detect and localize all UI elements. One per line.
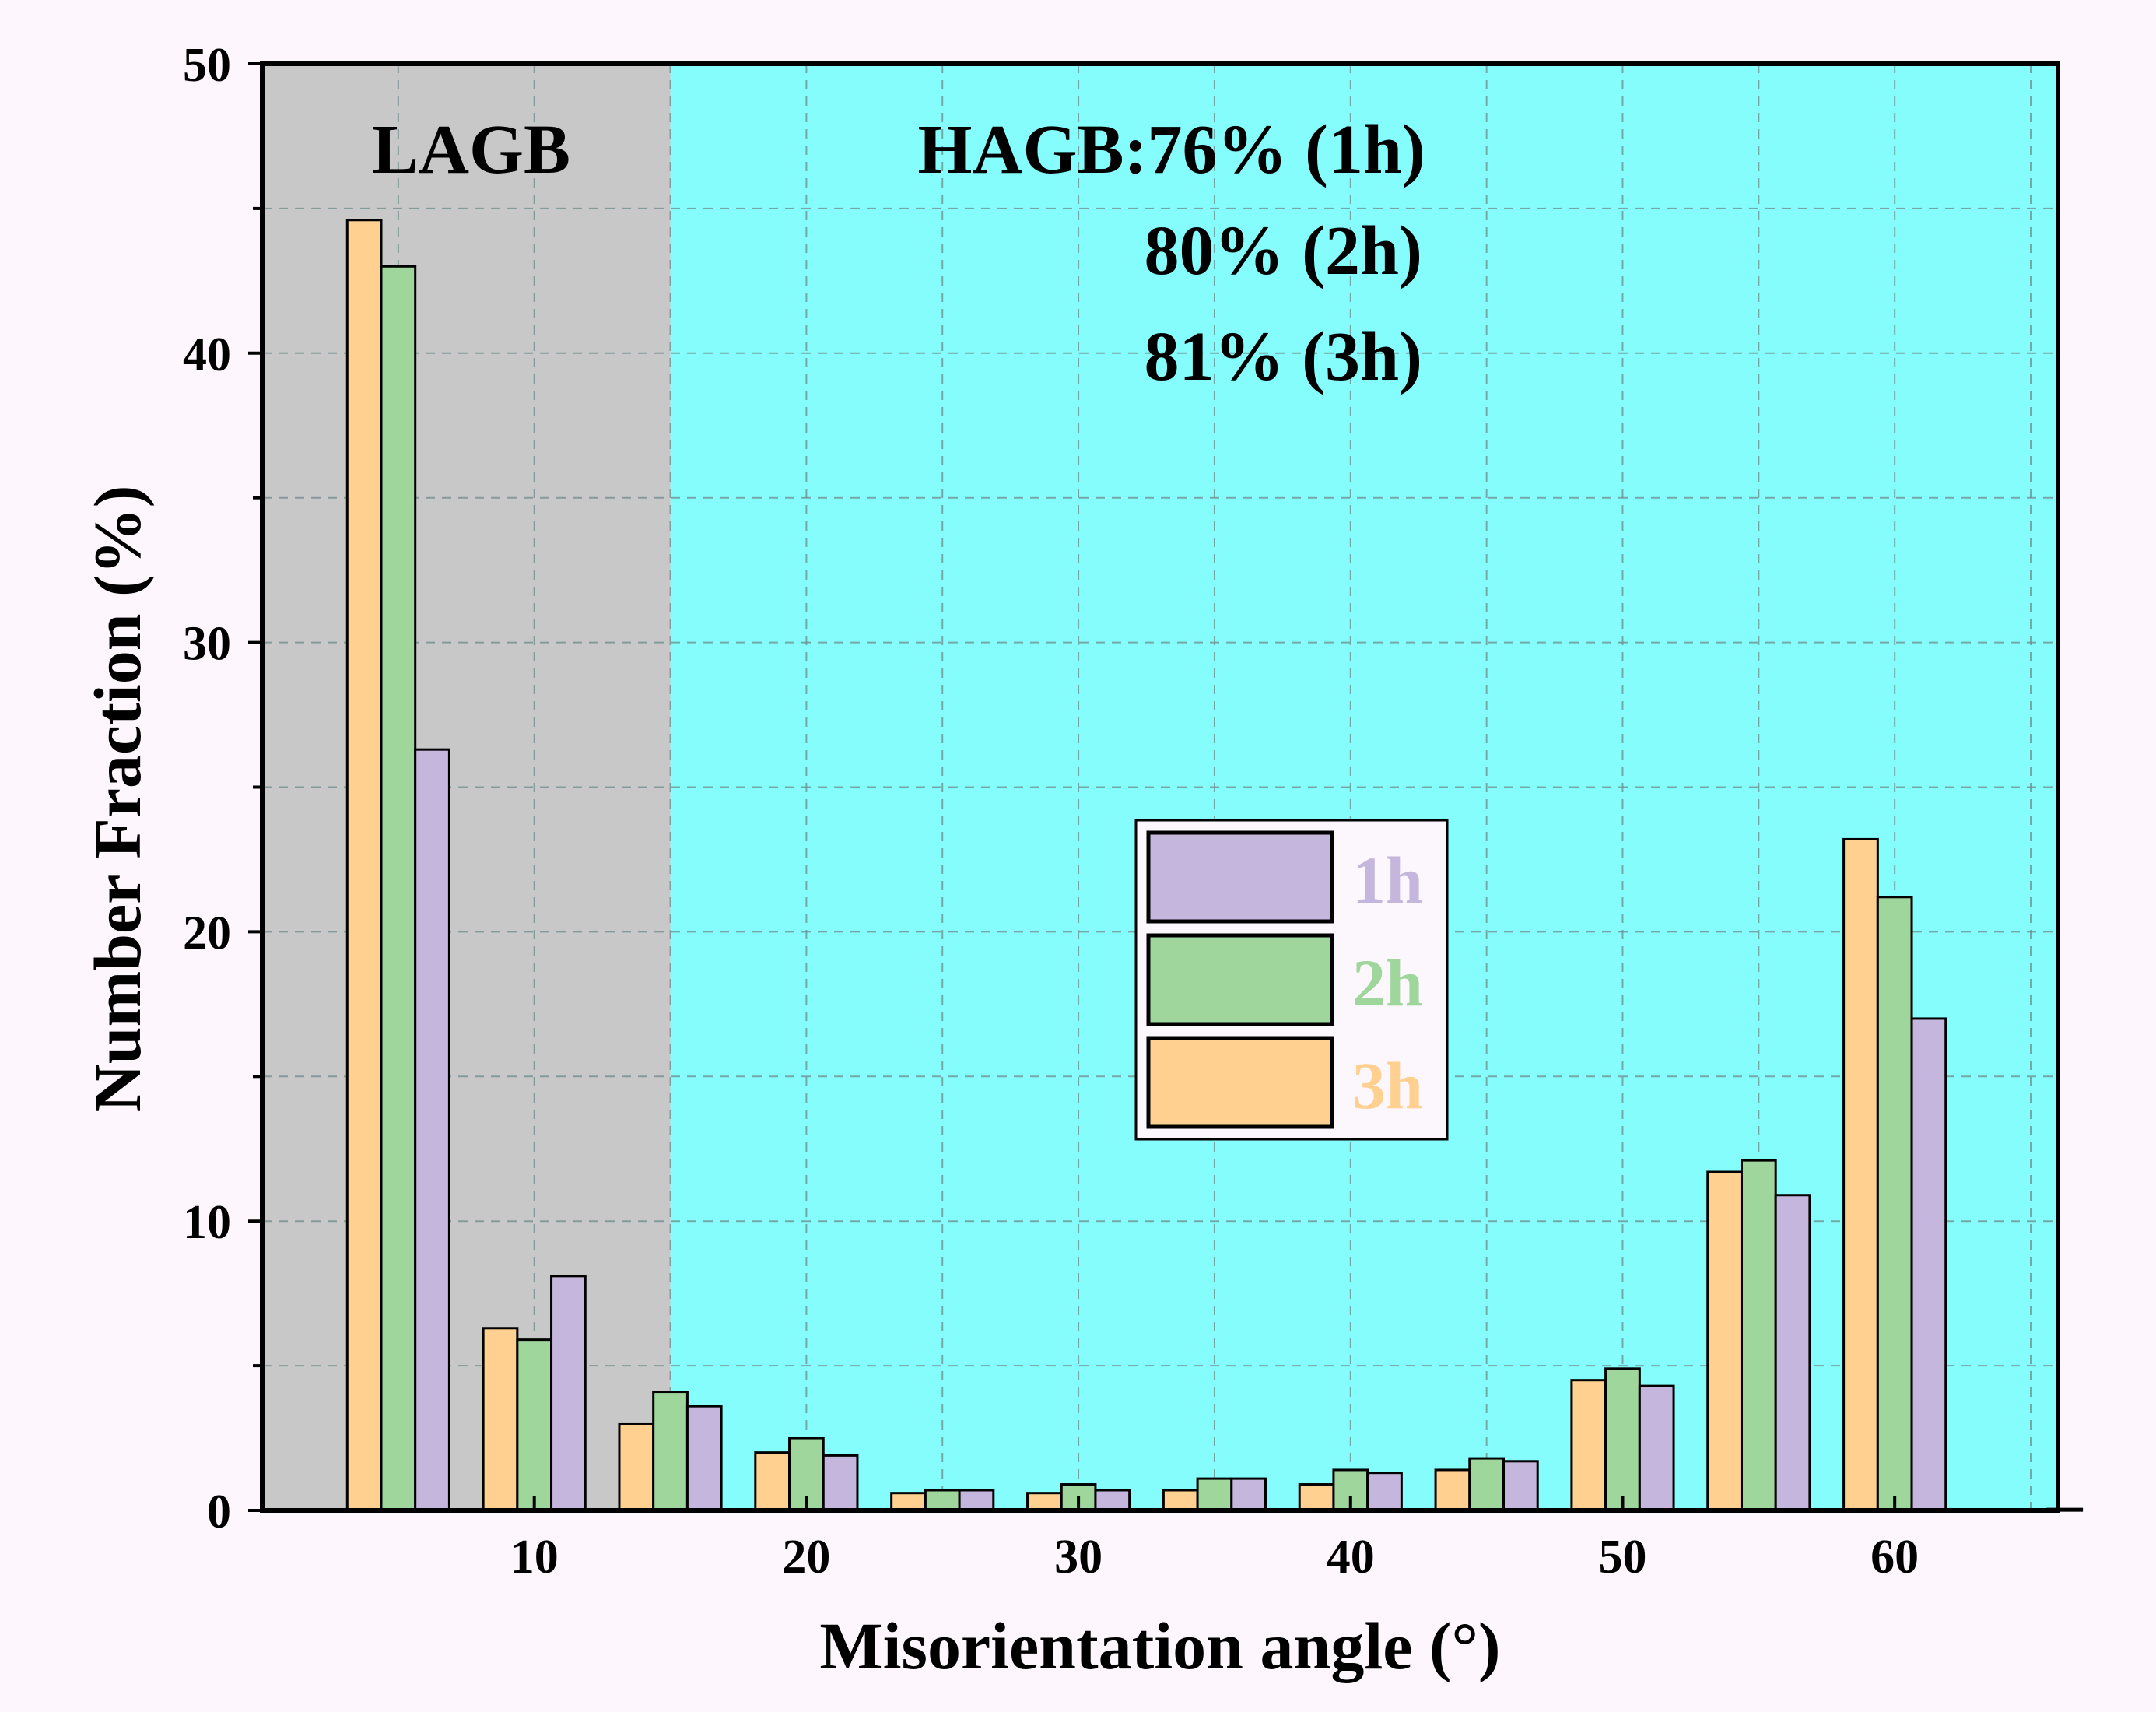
legend-swatch-1h: [1146, 830, 1334, 924]
bar-2h-45-50: [1604, 1367, 1641, 1512]
bar-3h-45-50: [1570, 1379, 1607, 1512]
bar-3h-25-30: [1026, 1492, 1063, 1512]
hagb-2h-label: 80% (2h): [1145, 212, 1423, 289]
y-tick-label-20: 20: [183, 907, 231, 959]
legend-label-3h: 3h: [1352, 1048, 1423, 1123]
legend-swatch-2h: [1146, 933, 1334, 1026]
bar-2h-0-5: [380, 265, 417, 1512]
x-tick-label-40: 40: [1327, 1531, 1375, 1584]
bar-3h-20-25: [890, 1492, 927, 1512]
y-tick-label-40: 40: [183, 328, 231, 381]
y-tick-label-0: 0: [207, 1486, 231, 1538]
bar-1h-55-60: [1910, 1017, 1947, 1512]
bar-1h-45-50: [1638, 1384, 1675, 1512]
bar-2h-5-10: [516, 1338, 553, 1512]
bar-3h-15-20: [754, 1451, 791, 1512]
bar-1h-35-40: [1366, 1472, 1403, 1512]
legend-label-2h: 2h: [1352, 945, 1423, 1020]
bar-series: [345, 219, 2084, 1512]
bar-3h-50-55: [1706, 1170, 1743, 1512]
hagb-1h-label: HAGB:76% (1h): [918, 111, 1426, 188]
bar-1h-10-15: [685, 1405, 723, 1512]
x-tick-label-20: 20: [782, 1531, 830, 1584]
y-axis-title: Number Fraction (%): [80, 486, 155, 1113]
bar-3h-0-5: [345, 219, 383, 1512]
x-tick-label-50: 50: [1598, 1531, 1646, 1584]
bar-1h-40-45: [1502, 1460, 1539, 1512]
x-tick-label-60: 60: [1870, 1531, 1919, 1584]
bar-3h-35-40: [1298, 1483, 1335, 1512]
bar-2h-55-60: [1876, 896, 1913, 1512]
bar-3h-40-45: [1434, 1468, 1471, 1512]
bar-1h-20-25: [958, 1489, 995, 1512]
bar-2h-10-15: [652, 1391, 689, 1512]
axis-ticks: 10 20 30 40 50 60 0 10 20 30 40 50: [183, 39, 1919, 1584]
bar-3h-55-60: [1842, 837, 1879, 1512]
bar-2h-20-25: [924, 1489, 961, 1512]
legend-label-1h: 1h: [1352, 843, 1423, 917]
lagb-label: LAGB: [372, 111, 570, 188]
bar-1h-50-55: [1774, 1194, 1811, 1512]
bar-1h-30-35: [1230, 1477, 1267, 1512]
x-tick-label-30: 30: [1054, 1531, 1103, 1584]
y-tick-label-10: 10: [183, 1196, 231, 1249]
bar-1h-15-20: [822, 1454, 859, 1512]
bar-3h-30-35: [1162, 1489, 1199, 1512]
bar-1h-0-5: [414, 748, 450, 1512]
bar-2h-50-55: [1740, 1159, 1777, 1512]
bar-3h-10-15: [618, 1422, 655, 1512]
bar-1h-25-30: [1094, 1489, 1131, 1512]
bar-1h-5-10: [550, 1275, 587, 1512]
bar-2h-30-35: [1196, 1477, 1233, 1512]
y-tick-label-30: 30: [183, 618, 231, 671]
bar-2h-40-45: [1468, 1457, 1505, 1512]
legend-swatch-3h: [1146, 1036, 1334, 1129]
y-tick-label-50: 50: [183, 39, 231, 92]
x-tick-label-10: 10: [510, 1531, 559, 1584]
hagb-3h-label: 81% (3h): [1145, 318, 1423, 395]
x-axis-title: Misorientation angle (°): [819, 1609, 1500, 1683]
legend: 1h 2h 3h: [1134, 819, 1449, 1141]
bar-3h-5-10: [482, 1327, 519, 1512]
